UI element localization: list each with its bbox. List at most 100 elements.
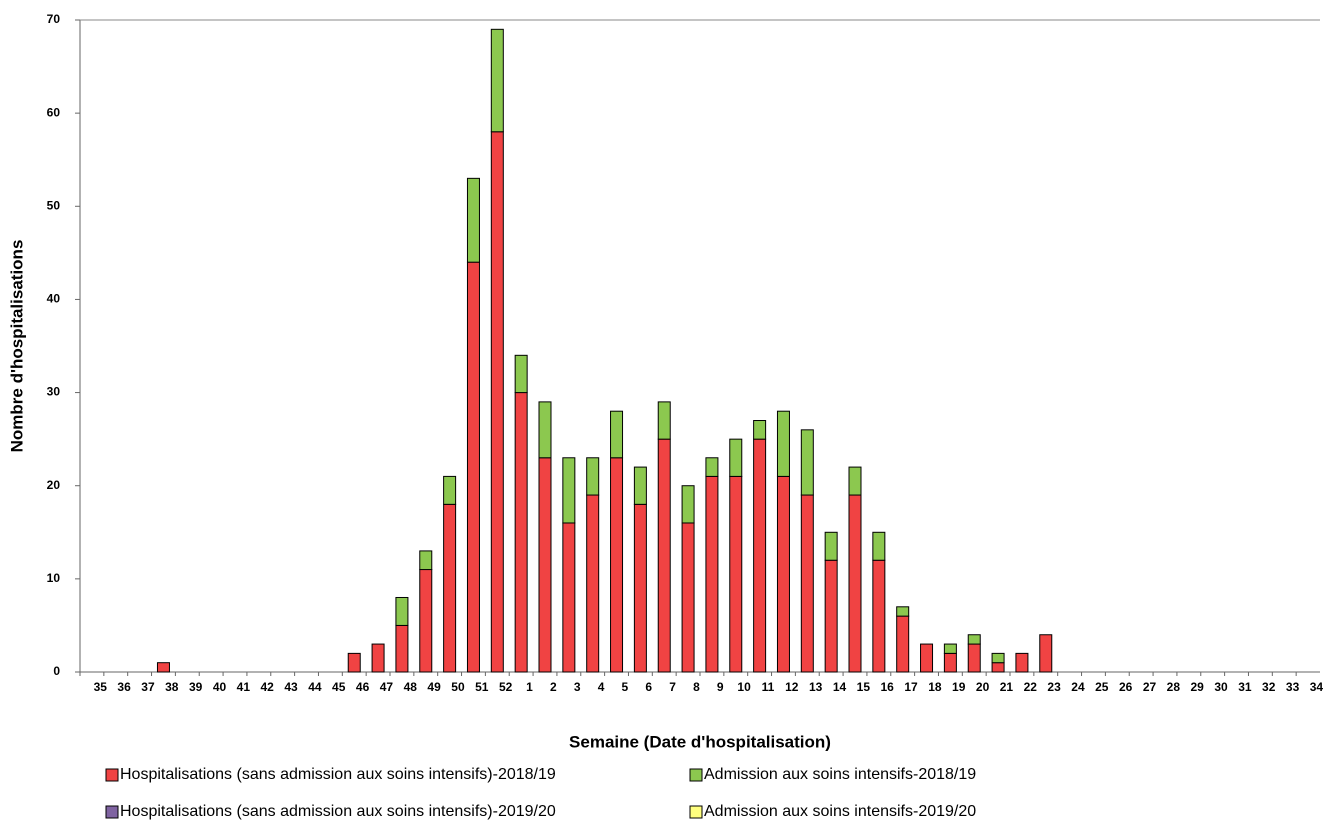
y-tick-label: 10 [47,571,61,585]
bar-segment [1015,652,1029,673]
bar-segment [586,457,600,496]
y-tick-label: 0 [53,664,60,678]
bar-segment [395,596,409,626]
bar-segment [610,457,624,673]
bar-segment [872,531,886,561]
bar-segment [967,643,981,673]
bar-segment [490,28,504,133]
bar-segment [848,466,862,496]
x-tick-label: 49 [427,680,441,694]
bar-segment [562,522,576,673]
x-tick-label: 42 [261,680,275,694]
x-tick-label: 18 [928,680,942,694]
x-tick-label: 32 [1262,680,1276,694]
x-tick-label: 45 [332,680,346,694]
bar-segment [920,643,934,673]
x-tick-label: 13 [809,680,823,694]
bar-segment [633,503,647,673]
x-tick-label: 16 [881,680,895,694]
x-tick-label: 7 [669,680,676,694]
bar-segment [514,392,528,673]
x-tick-label: 47 [380,680,394,694]
x-tick-label: 28 [1167,680,1181,694]
bar-segment [776,475,790,673]
legend-label: Admission aux soins intensifs-2018/19 [704,766,976,783]
x-tick-label: 46 [356,680,370,694]
bar-segment [657,438,671,673]
bar-segment [466,261,480,673]
legend-label: Hospitalisations (sans admission aux soi… [120,766,556,783]
bar-segment [753,438,767,673]
bar-segment [1039,634,1053,673]
x-tick-label: 25 [1095,680,1109,694]
bar-segment [872,559,886,673]
x-tick-label: 35 [94,680,108,694]
x-tick-label: 22 [1024,680,1038,694]
bar-segment [443,503,457,673]
y-tick-label: 40 [47,292,61,306]
x-tick-label: 5 [622,680,629,694]
x-tick-label: 24 [1071,680,1085,694]
bar-segment [943,652,957,673]
legend-swatch [689,768,703,782]
x-tick-label: 26 [1119,680,1133,694]
x-tick-label: 48 [404,680,418,694]
x-tick-label: 12 [785,680,799,694]
bar-segment [991,662,1005,673]
x-tick-label: 3 [574,680,581,694]
x-tick-label: 34 [1310,680,1324,694]
x-tick-label: 51 [475,680,489,694]
bar-segment [419,569,433,673]
bar-segment [824,531,838,561]
y-tick-label: 70 [47,12,61,26]
bar-segment [395,624,409,673]
x-tick-label: 19 [952,680,966,694]
x-tick-label: 52 [499,680,513,694]
bar-segment [681,522,695,673]
x-tick-label: 41 [237,680,251,694]
y-tick-label: 50 [47,198,61,212]
legend-swatch [689,805,703,819]
x-tick-label: 2 [550,680,557,694]
bar-segment [371,643,385,673]
bar-segment [824,559,838,673]
x-tick-label: 23 [1047,680,1061,694]
x-tick-label: 37 [141,680,155,694]
bar-segment [753,420,767,440]
x-tick-label: 39 [189,680,203,694]
bar-segment [490,131,504,673]
bar-segment [562,457,576,524]
x-tick-label: 29 [1191,680,1205,694]
bar-segment [705,475,719,673]
legend-label: Hospitalisations (sans admission aux soi… [120,803,556,820]
bar-segment [967,634,981,645]
legend-swatch [105,805,119,819]
x-tick-label: 44 [308,680,322,694]
bar-segment [848,494,862,673]
x-tick-label: 11 [762,680,775,694]
y-tick-label: 20 [47,478,61,492]
x-tick-label: 21 [1000,680,1014,694]
x-tick-label: 33 [1286,680,1300,694]
bar-segment [800,494,814,673]
bar-segment [443,475,457,505]
x-tick-label: 9 [717,680,724,694]
x-tick-label: 14 [833,680,847,694]
x-tick-label: 1 [526,680,533,694]
x-tick-label: 15 [857,680,871,694]
x-tick-label: 30 [1214,680,1228,694]
bar-segment [347,652,361,673]
x-axis-title: Semaine (Date d'hospitalisation) [569,732,831,751]
x-tick-label: 20 [976,680,990,694]
bar-segment [466,177,480,263]
x-tick-label: 27 [1143,680,1157,694]
y-axis-title: Nombre d'hospitalisations [7,240,26,453]
bar-segment [586,494,600,673]
bar-segment [610,410,624,459]
bar-segment [538,457,552,673]
x-tick-label: 17 [904,680,918,694]
x-tick-label: 6 [645,680,652,694]
bar-segment [514,354,528,394]
